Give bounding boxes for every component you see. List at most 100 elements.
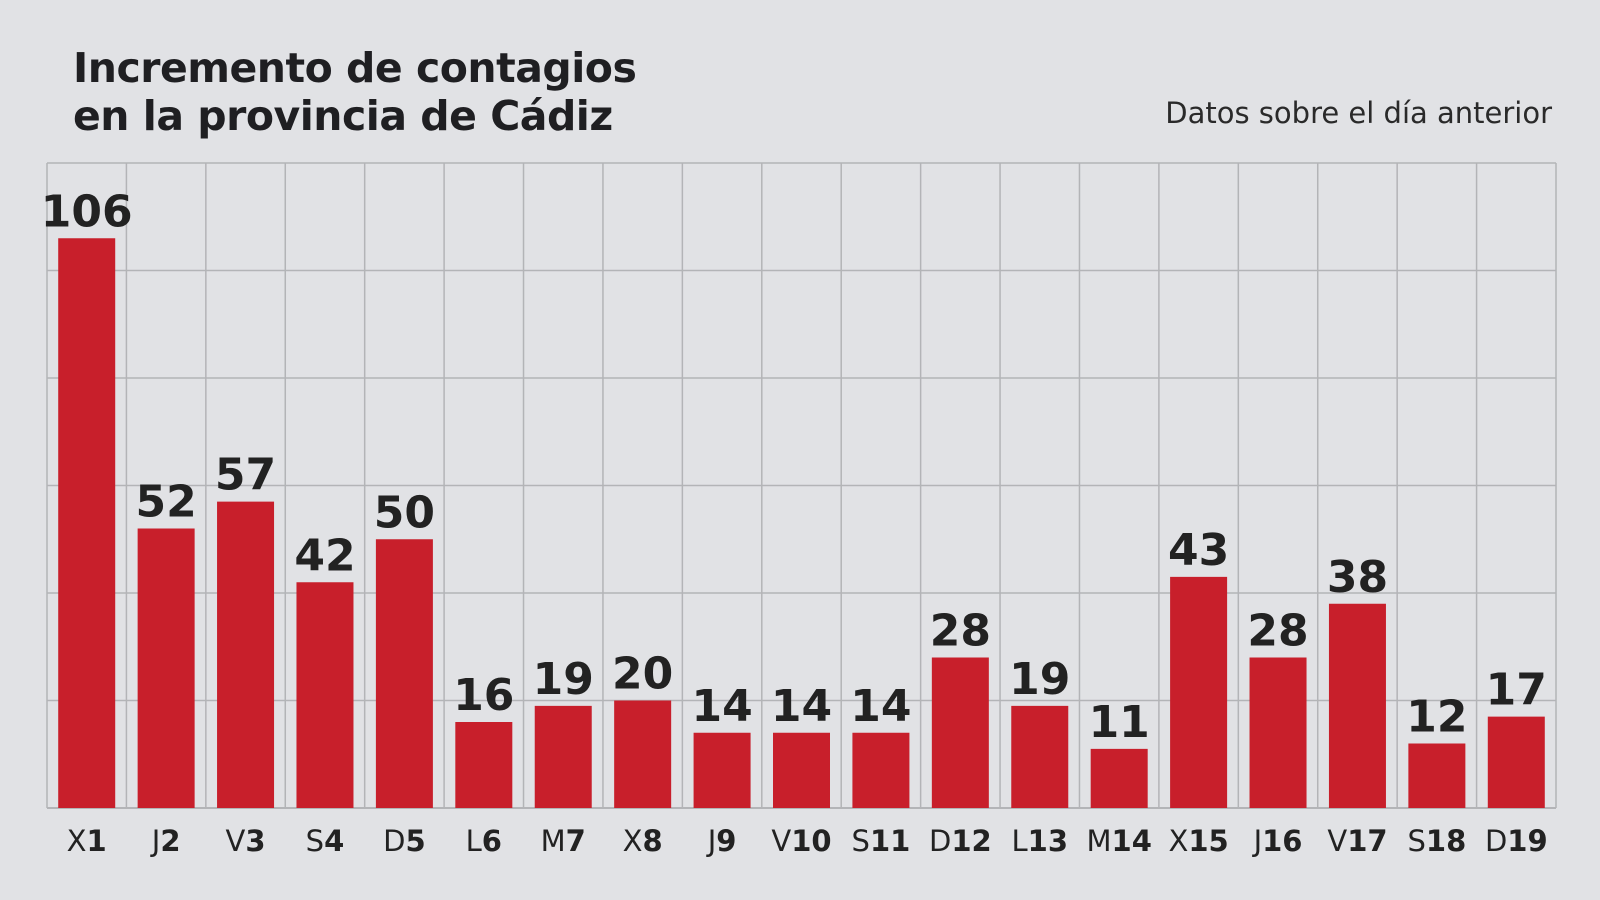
tick-day: L <box>1011 824 1027 858</box>
tick-day: S <box>306 824 324 858</box>
tick-label-M14: M14 <box>1086 824 1151 858</box>
bar-V3 <box>217 501 275 808</box>
tick-day: V <box>226 824 246 858</box>
data-label-X15: 43 <box>1168 525 1229 576</box>
tick-label-J2: J2 <box>150 824 181 858</box>
tick-day: J <box>1252 824 1263 858</box>
data-label-V17: 38 <box>1327 552 1388 603</box>
bar-D19 <box>1487 716 1545 808</box>
bar-L13 <box>1011 705 1069 808</box>
bar-J9 <box>693 732 751 808</box>
tick-day: D <box>929 824 951 858</box>
tick-day: S <box>1407 824 1425 858</box>
tick-day: S <box>852 824 870 858</box>
data-label-X8: 20 <box>612 649 673 700</box>
data-label-J16: 28 <box>1247 606 1308 657</box>
tick-day: V <box>1327 824 1347 858</box>
tick-day: X <box>623 824 643 858</box>
data-label-J9: 14 <box>691 681 752 732</box>
bar-D12 <box>931 657 989 808</box>
tick-day: L <box>466 824 482 858</box>
data-label-J2: 52 <box>136 477 197 528</box>
tick-num: 7 <box>566 824 586 858</box>
bar-X8 <box>614 700 672 808</box>
data-label-S11: 14 <box>850 681 911 732</box>
data-label-D5: 50 <box>374 487 435 538</box>
bar-X15 <box>1170 576 1228 808</box>
bar-D5 <box>375 539 433 808</box>
tick-label-V17: V17 <box>1327 824 1387 858</box>
bar-S11 <box>852 732 910 808</box>
tick-num: 2 <box>160 824 180 858</box>
tick-num: 17 <box>1347 824 1387 858</box>
data-label-X1: 106 <box>41 186 133 237</box>
data-label-V3: 57 <box>215 450 276 501</box>
bar-V10 <box>773 732 830 808</box>
tick-label-X8: X8 <box>623 824 663 858</box>
tick-day: X <box>1168 824 1188 858</box>
tick-label-S4: S4 <box>306 824 345 858</box>
tick-label-S18: S18 <box>1407 824 1466 858</box>
tick-day: J <box>706 824 717 858</box>
bar-X1 <box>58 238 116 808</box>
data-label-D19: 17 <box>1486 665 1547 716</box>
bar-S18 <box>1408 743 1466 808</box>
tick-label-J9: J9 <box>706 824 737 858</box>
tick-label-J16: J16 <box>1252 824 1303 858</box>
tick-label-L13: L13 <box>1011 824 1068 858</box>
tick-label-D5: D5 <box>383 824 426 858</box>
tick-num: 5 <box>405 824 425 858</box>
tick-num: 14 <box>1112 824 1152 858</box>
bar-M7 <box>534 705 592 808</box>
tick-num: 6 <box>482 824 502 858</box>
tick-day: D <box>1485 824 1507 858</box>
tick-num: 12 <box>951 824 991 858</box>
title-line-2: en la provincia de Cádiz <box>73 92 613 140</box>
tick-label-D12: D12 <box>929 824 992 858</box>
tick-label-V3: V3 <box>226 824 266 858</box>
tick-day: M <box>1086 824 1111 858</box>
data-label-L13: 19 <box>1009 654 1070 705</box>
tick-label-V10: V10 <box>771 824 831 858</box>
data-label-D12: 28 <box>930 606 991 657</box>
tick-day: D <box>383 824 405 858</box>
data-label-M14: 11 <box>1089 697 1150 748</box>
bar-J2 <box>137 528 195 808</box>
chart-title: Incremento de contagios en la provincia … <box>73 44 637 140</box>
tick-num: 9 <box>716 824 736 858</box>
tick-num: 18 <box>1426 824 1466 858</box>
data-label-S4: 42 <box>294 530 355 581</box>
tick-day: M <box>541 824 566 858</box>
tick-label-X15: X15 <box>1168 824 1228 858</box>
tick-num: 4 <box>324 824 344 858</box>
data-label-V10: 14 <box>771 681 832 732</box>
tick-day: J <box>150 824 161 858</box>
tick-num: 11 <box>870 824 910 858</box>
chart-subtitle: Datos sobre el día anterior <box>1165 96 1552 130</box>
tick-num: 3 <box>245 824 265 858</box>
tick-day: X <box>67 824 87 858</box>
tick-num: 1 <box>87 824 107 858</box>
tick-num: 13 <box>1028 824 1068 858</box>
tick-num: 10 <box>791 824 831 858</box>
bar-M14 <box>1090 748 1148 808</box>
data-label-S18: 12 <box>1406 692 1467 743</box>
tick-num: 16 <box>1262 824 1302 858</box>
bar-L6 <box>455 722 513 808</box>
title-line-1: Incremento de contagios <box>73 44 637 92</box>
bar-J16 <box>1249 657 1307 808</box>
tick-label-D19: D19 <box>1485 824 1548 858</box>
tick-label-X1: X1 <box>67 824 107 858</box>
data-label-L6: 16 <box>453 670 514 721</box>
data-label-M7: 19 <box>533 654 594 705</box>
tick-day: V <box>771 824 791 858</box>
bar-S4 <box>296 582 354 808</box>
tick-num: 8 <box>643 824 663 858</box>
tick-num: 15 <box>1188 824 1228 858</box>
tick-label-S11: S11 <box>852 824 911 858</box>
tick-num: 19 <box>1507 824 1547 858</box>
bar-V17 <box>1328 603 1386 808</box>
tick-label-M7: M7 <box>541 824 586 858</box>
tick-label-L6: L6 <box>466 824 502 858</box>
